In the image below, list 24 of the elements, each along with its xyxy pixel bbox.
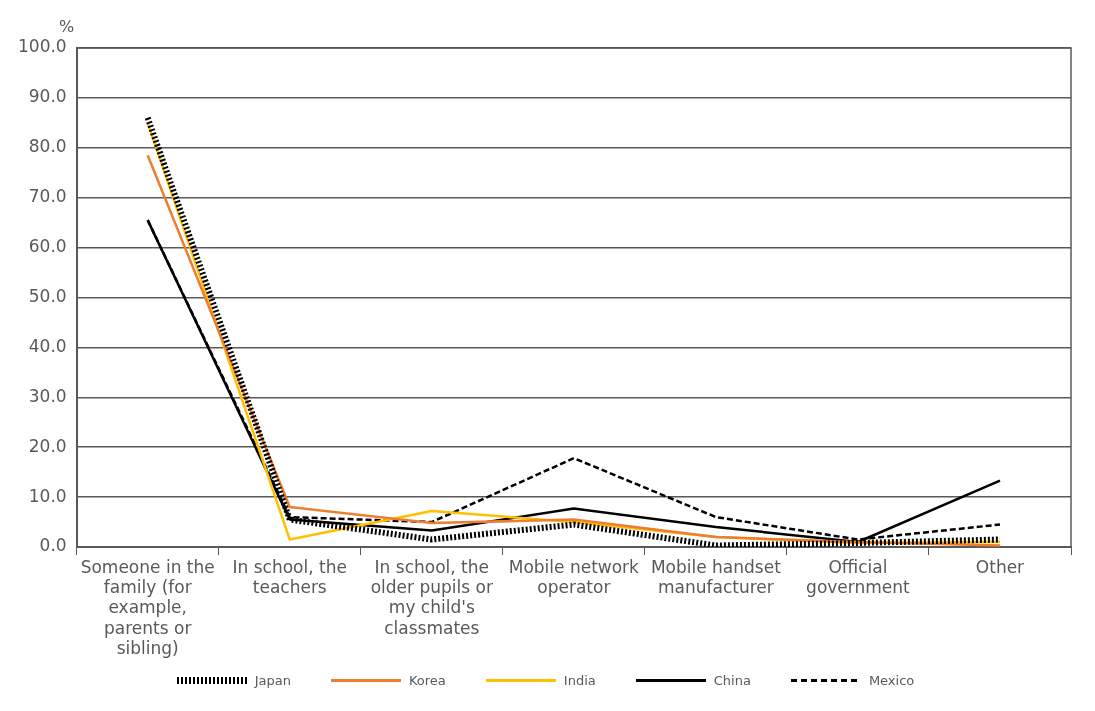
- y-tick-label: 30.0: [28, 385, 67, 406]
- y-tick-label: 0.0: [39, 535, 67, 556]
- y-tick-label: 40.0: [28, 335, 67, 356]
- x-tick-label: Someone in the family (for example, parents or sibling): [80, 556, 215, 659]
- x-tick-label: In school, the older pupils or my child's classmates: [370, 556, 493, 638]
- x-tick-label: Other: [975, 556, 1025, 577]
- y-tick-label: 90.0: [28, 86, 67, 107]
- legend-label: India: [563, 673, 596, 688]
- legend-label: Korea: [408, 673, 446, 688]
- x-tick-label: Official government: [806, 556, 911, 598]
- y-tick-label: 60.0: [28, 236, 67, 257]
- y-tick-label: 70.0: [28, 186, 67, 207]
- y-tick-label: 100.0: [18, 36, 67, 57]
- y-tick-label: 50.0: [28, 285, 67, 306]
- y-tick-label: 80.0: [28, 136, 67, 157]
- legend-label: Japan: [254, 673, 291, 688]
- x-tick-label: Mobile handset manufacturer: [650, 556, 782, 598]
- y-axis-title: %: [59, 17, 75, 37]
- legend-label: Mexico: [868, 673, 915, 688]
- y-tick-label: 20.0: [28, 435, 67, 456]
- legend-label: China: [713, 673, 751, 688]
- x-tick-label: Mobile network operator: [508, 556, 640, 598]
- y-tick-label: 10.0: [28, 485, 67, 506]
- x-tick-label: In school, the teachers: [232, 556, 347, 598]
